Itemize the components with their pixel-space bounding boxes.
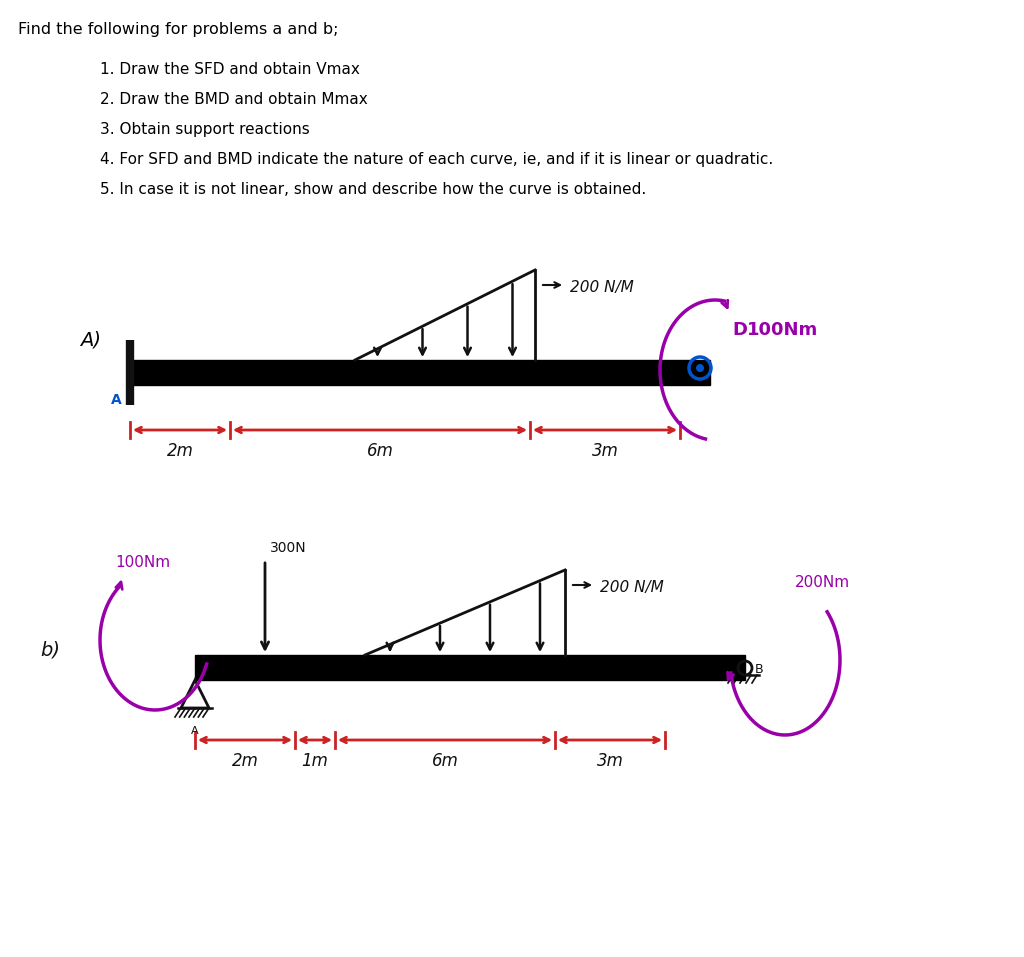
Text: 5. In case it is not linear, show and describe how the curve is obtained.: 5. In case it is not linear, show and de… bbox=[100, 182, 646, 197]
Bar bbox=[130, 360, 710, 385]
Polygon shape bbox=[181, 680, 209, 708]
Text: 2m: 2m bbox=[231, 752, 258, 770]
Text: A): A) bbox=[80, 330, 101, 349]
Text: A: A bbox=[112, 393, 122, 407]
Text: 100Nm: 100Nm bbox=[115, 555, 170, 570]
Text: 4. For SFD and BMD indicate the nature of each curve, ie, and if it is linear or: 4. For SFD and BMD indicate the nature o… bbox=[100, 152, 773, 167]
Text: 100Nm: 100Nm bbox=[746, 321, 818, 339]
Text: B: B bbox=[755, 663, 764, 676]
Text: Find the following for problems a and b;: Find the following for problems a and b; bbox=[18, 22, 339, 37]
Text: 2m: 2m bbox=[167, 442, 194, 460]
Text: 200 N/M: 200 N/M bbox=[600, 580, 664, 595]
Text: 3m: 3m bbox=[597, 752, 624, 770]
Text: b): b) bbox=[40, 640, 60, 659]
Text: 6m: 6m bbox=[431, 752, 459, 770]
Text: 1m: 1m bbox=[301, 752, 329, 770]
Circle shape bbox=[696, 364, 705, 372]
Text: 6m: 6m bbox=[367, 442, 393, 460]
Text: A: A bbox=[191, 726, 199, 736]
Text: 1. Draw the SFD and obtain Vmax: 1. Draw the SFD and obtain Vmax bbox=[100, 62, 359, 77]
Text: D: D bbox=[732, 321, 748, 339]
Text: 200 N/M: 200 N/M bbox=[570, 280, 634, 295]
Text: 200Nm: 200Nm bbox=[795, 575, 850, 590]
Text: 3m: 3m bbox=[592, 442, 618, 460]
Text: 300N: 300N bbox=[270, 541, 306, 555]
Bar bbox=[195, 655, 745, 680]
Text: 3. Obtain support reactions: 3. Obtain support reactions bbox=[100, 122, 309, 137]
Text: 2. Draw the BMD and obtain Mmax: 2. Draw the BMD and obtain Mmax bbox=[100, 92, 368, 107]
